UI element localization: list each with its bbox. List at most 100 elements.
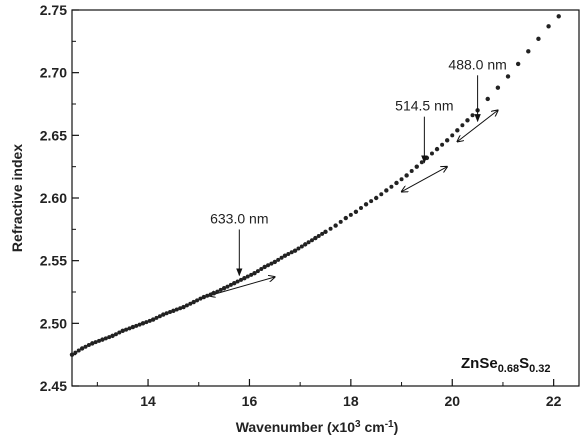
data-point (239, 277, 243, 282)
data-point (434, 146, 440, 152)
data-point (450, 133, 455, 138)
data-point (414, 164, 419, 169)
data-point (424, 155, 430, 161)
data-point (215, 289, 220, 294)
x-tick-label: 18 (343, 393, 359, 409)
data-point (218, 287, 223, 292)
data-point (225, 284, 230, 289)
tangent-line (209, 277, 275, 296)
data-point (485, 96, 490, 102)
sample-label-base2: S (519, 355, 529, 372)
data-point (69, 352, 75, 357)
x-axis-title-mid: cm (361, 419, 385, 435)
data-point (83, 344, 88, 349)
data-point (470, 113, 475, 118)
data-point (316, 234, 321, 239)
data-point (90, 341, 95, 346)
data-point (333, 223, 338, 228)
data-point (107, 335, 112, 340)
data-point (384, 188, 389, 193)
data-point (269, 261, 274, 266)
data-point (343, 215, 348, 221)
data-point (184, 303, 189, 308)
data-point (249, 272, 254, 277)
data-point (338, 219, 343, 224)
x-tick-label: 14 (140, 393, 156, 409)
sample-label-base1: ZnSe (461, 355, 498, 372)
sample-label-sub1: 0.68 (498, 363, 519, 375)
data-point (174, 307, 179, 312)
x-tick-label: 22 (546, 393, 562, 409)
data-point (455, 128, 460, 133)
data-point (255, 269, 260, 274)
data-point (369, 199, 374, 204)
data-point (232, 281, 237, 286)
data-point (86, 343, 91, 348)
data-point (323, 229, 328, 235)
data-point (282, 253, 288, 258)
data-point (73, 350, 78, 355)
data-point (526, 49, 531, 54)
data-point (394, 180, 399, 186)
x-axis-title-sup2: -1 (385, 419, 394, 430)
annotation-label: 514.5 nm (395, 98, 453, 114)
data-point (272, 259, 277, 265)
data-point (93, 340, 98, 345)
data-point (465, 118, 470, 123)
data-point (389, 184, 394, 189)
sample-label: ZnSe0.68S0.32 (461, 355, 551, 375)
data-point (363, 202, 369, 207)
data-point (208, 292, 213, 297)
data-point (100, 337, 105, 342)
tangent-line (402, 167, 448, 192)
x-axis-title-sup: 3 (355, 419, 361, 430)
data-point (76, 348, 81, 353)
x-axis-title-end: ) (394, 419, 399, 435)
tangent-line (457, 110, 498, 141)
data-point (168, 310, 173, 315)
data-point (460, 123, 465, 128)
y-tick-label: 2.50 (40, 315, 67, 331)
data-point (242, 276, 247, 281)
data-point (358, 206, 363, 211)
data-point (140, 321, 146, 326)
data-point (127, 326, 132, 331)
data-point (379, 192, 384, 197)
data-point (309, 238, 314, 243)
data-point (147, 318, 152, 323)
data-point (286, 251, 291, 256)
data-point (409, 169, 414, 174)
y-tick-label: 2.60 (40, 190, 67, 206)
sample-label-sub2: 0.32 (529, 363, 550, 375)
data-point (137, 322, 142, 327)
y-axis: 2.45 2.50 2.55 2.60 2.65 2.70 2.75 (40, 2, 79, 394)
data-point (205, 293, 210, 298)
data-point (374, 195, 379, 201)
data-point (292, 248, 298, 253)
data-point (299, 244, 304, 249)
data-point (154, 315, 159, 320)
data-point (150, 317, 156, 322)
data-point (161, 312, 166, 317)
data-point (188, 301, 193, 306)
data-point (113, 332, 118, 337)
x-tick-label: 20 (444, 393, 460, 409)
data-point (440, 142, 445, 147)
data-point (164, 311, 169, 316)
y-tick-label: 2.55 (40, 253, 67, 269)
data-point (79, 346, 85, 351)
y-tick-label: 2.65 (40, 127, 67, 143)
y-tick-label: 2.75 (40, 2, 67, 18)
data-point (198, 296, 203, 301)
data-point (546, 24, 551, 29)
data-point (157, 314, 162, 319)
data-point (429, 151, 434, 156)
x-axis: 14 16 18 20 22 (96, 379, 562, 409)
data-point (556, 14, 561, 19)
data-point (444, 138, 450, 143)
data-point (117, 330, 122, 335)
annotation-label: 633.0 nm (210, 210, 268, 226)
annotation-label: 488.0 nm (448, 56, 506, 72)
data-point (134, 323, 139, 328)
